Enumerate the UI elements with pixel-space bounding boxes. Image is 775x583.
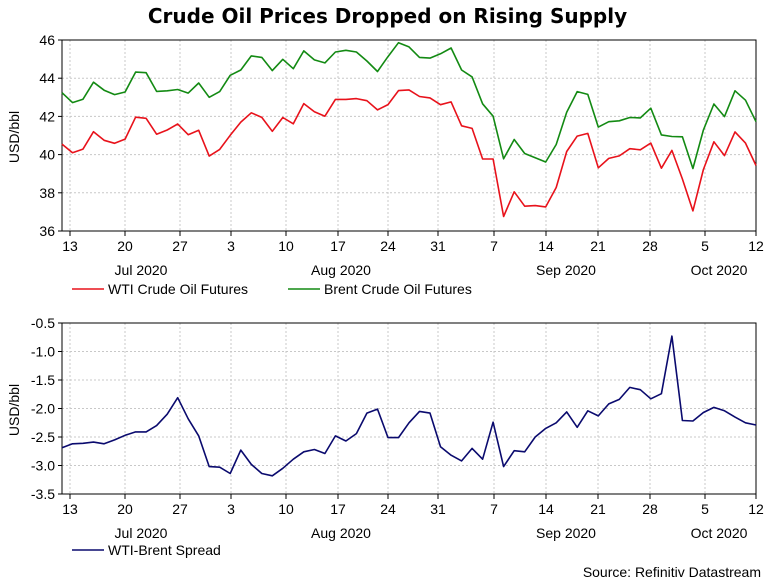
price-x-ticks: 13 20 27 3 10 17 24 31 7 14 21 28 5 12 [62,231,764,254]
x-tick-label: 17 [330,238,346,254]
spread-y-ticks: -0.5 -1.0 -1.5 -2.0 -2.5 -3.0 -3.5 [31,315,62,502]
y-tick-label: 36 [39,223,55,239]
x-tick-label: 10 [278,238,294,254]
x-tick-label: 20 [117,238,133,254]
spread-grid [62,323,756,494]
x-tick-label: 21 [590,238,606,254]
chart-title: Crude Oil Prices Dropped on Rising Suppl… [147,4,628,28]
y-tick-label: -1.5 [31,372,55,388]
x-tick-label: 27 [172,238,188,254]
y-tick-label: -3.0 [31,458,55,474]
price-month-labels: Jul 2020 Aug 2020 Sep 2020 Oct 2020 [115,262,748,278]
x-tick-label: 14 [538,238,554,254]
x-tick-label: 12 [748,238,764,254]
x-month-label: Aug 2020 [311,525,371,541]
x-tick-label: 12 [748,501,764,517]
x-tick-label: 24 [380,501,396,517]
legend-brent-label: Brent Crude Oil Futures [324,281,472,297]
spread-series [61,335,757,477]
series-line-brent-crude-oil-futures [61,41,757,170]
x-tick-label: 5 [701,238,709,254]
y-tick-label: 46 [39,32,55,48]
spread-panel: -0.5 -1.0 -1.5 -2.0 -2.5 -3.0 -3.5 13 20 27 3 10 17… [6,315,764,558]
x-month-label: Jul 2020 [115,262,168,278]
x-tick-label: 14 [538,501,554,517]
x-tick-label: 7 [490,501,498,517]
y-tick-label: 40 [39,147,55,163]
price-series [61,41,757,218]
y-tick-label: 38 [39,185,55,201]
x-tick-label: 17 [330,501,346,517]
y-tick-label: 44 [39,70,55,86]
x-tick-label: 21 [590,501,606,517]
spread-y-axis-label: USD/bbl [6,384,22,436]
price-panel: 46 44 42 40 38 36 13 20 27 3 10 17 24 31 7 14 21 28 5 12 U… [6,32,764,297]
x-tick-label: 31 [430,501,446,517]
x-tick-label: 13 [62,501,78,517]
y-tick-label: -2.0 [31,401,55,417]
series-line-wti-brent-spread [61,335,757,477]
series-line-wti-crude-oil-futures [61,89,757,218]
y-tick-label: -0.5 [31,315,55,331]
legend-spread-label: WTI-Brent Spread [108,542,221,558]
price-plot-frame [61,39,757,232]
x-tick-label: 28 [642,238,658,254]
x-tick-label: 20 [117,501,133,517]
x-month-label: Jul 2020 [115,525,168,541]
x-tick-label: 27 [172,501,188,517]
x-tick-label: 5 [701,501,709,517]
x-month-label: Aug 2020 [311,262,371,278]
spread-month-labels: Jul 2020 Aug 2020 Sep 2020 Oct 2020 [115,525,748,541]
source-note: Source: Refinitiv Datastream [582,564,761,580]
x-month-label: Sep 2020 [536,262,596,278]
price-grid [62,40,756,231]
y-tick-label: 42 [39,108,55,124]
x-tick-label: 10 [278,501,294,517]
y-tick-label: -3.5 [31,486,55,502]
x-month-label: Sep 2020 [536,525,596,541]
legend-wti-label: WTI Crude Oil Futures [108,281,248,297]
x-tick-label: 7 [490,238,498,254]
x-tick-label: 3 [227,501,235,517]
price-y-ticks: 46 44 42 40 38 36 [39,32,62,239]
x-tick-label: 24 [380,238,396,254]
x-tick-label: 28 [642,501,658,517]
price-y-axis-label: USD/bbl [6,111,22,163]
x-month-label: Oct 2020 [691,262,748,278]
x-tick-label: 13 [62,238,78,254]
x-tick-label: 3 [227,238,235,254]
x-month-label: Oct 2020 [691,525,748,541]
x-tick-label: 31 [430,238,446,254]
y-tick-label: -2.5 [31,429,55,445]
y-tick-label: -1.0 [31,344,55,360]
spread-x-ticks: 13 20 27 3 10 17 24 31 7 14 21 28 5 12 [62,494,764,517]
